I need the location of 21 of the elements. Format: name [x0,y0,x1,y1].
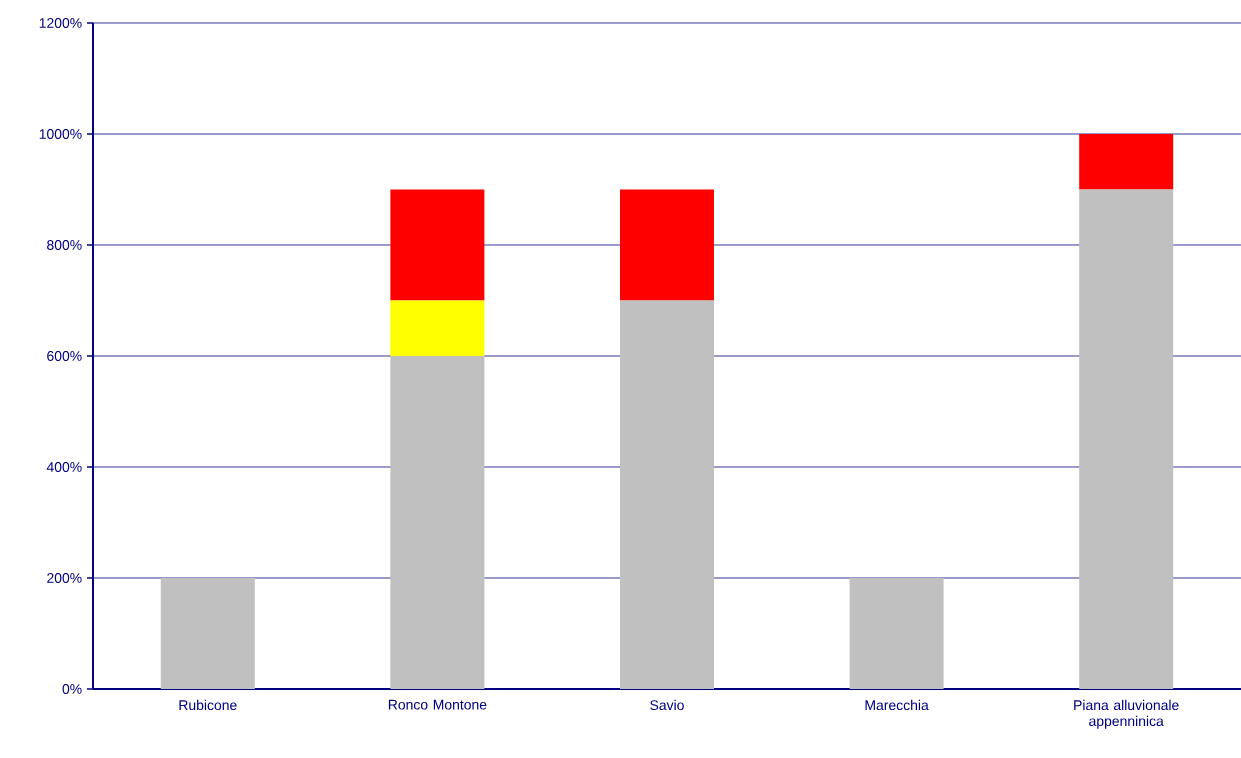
bar [390,189,485,301]
y-tick-label: 1000% [39,129,82,139]
bar [619,300,714,689]
bar [390,356,485,689]
y-tick-label: 0% [62,684,82,694]
bar [619,189,714,301]
bar [849,578,944,689]
y-tick-label: 800% [47,240,82,250]
bar [1079,133,1174,190]
bar [1079,189,1174,689]
y-tick-label: 200% [47,573,82,583]
y-tick-label: 600% [47,351,82,361]
x-tick-label: Savio [650,699,684,711]
x-tick-label: Rubicone [179,699,237,711]
bar [390,300,485,356]
y-tick-label: 1200% [39,18,82,28]
x-tick-label: Marecchia [865,699,929,711]
x-tick-label: Piana alluvionale appenninica [1074,699,1179,729]
bar [160,578,255,689]
x-tick-label: Ronco Montone [388,699,487,710]
y-tick-label: 400% [46,462,82,472]
